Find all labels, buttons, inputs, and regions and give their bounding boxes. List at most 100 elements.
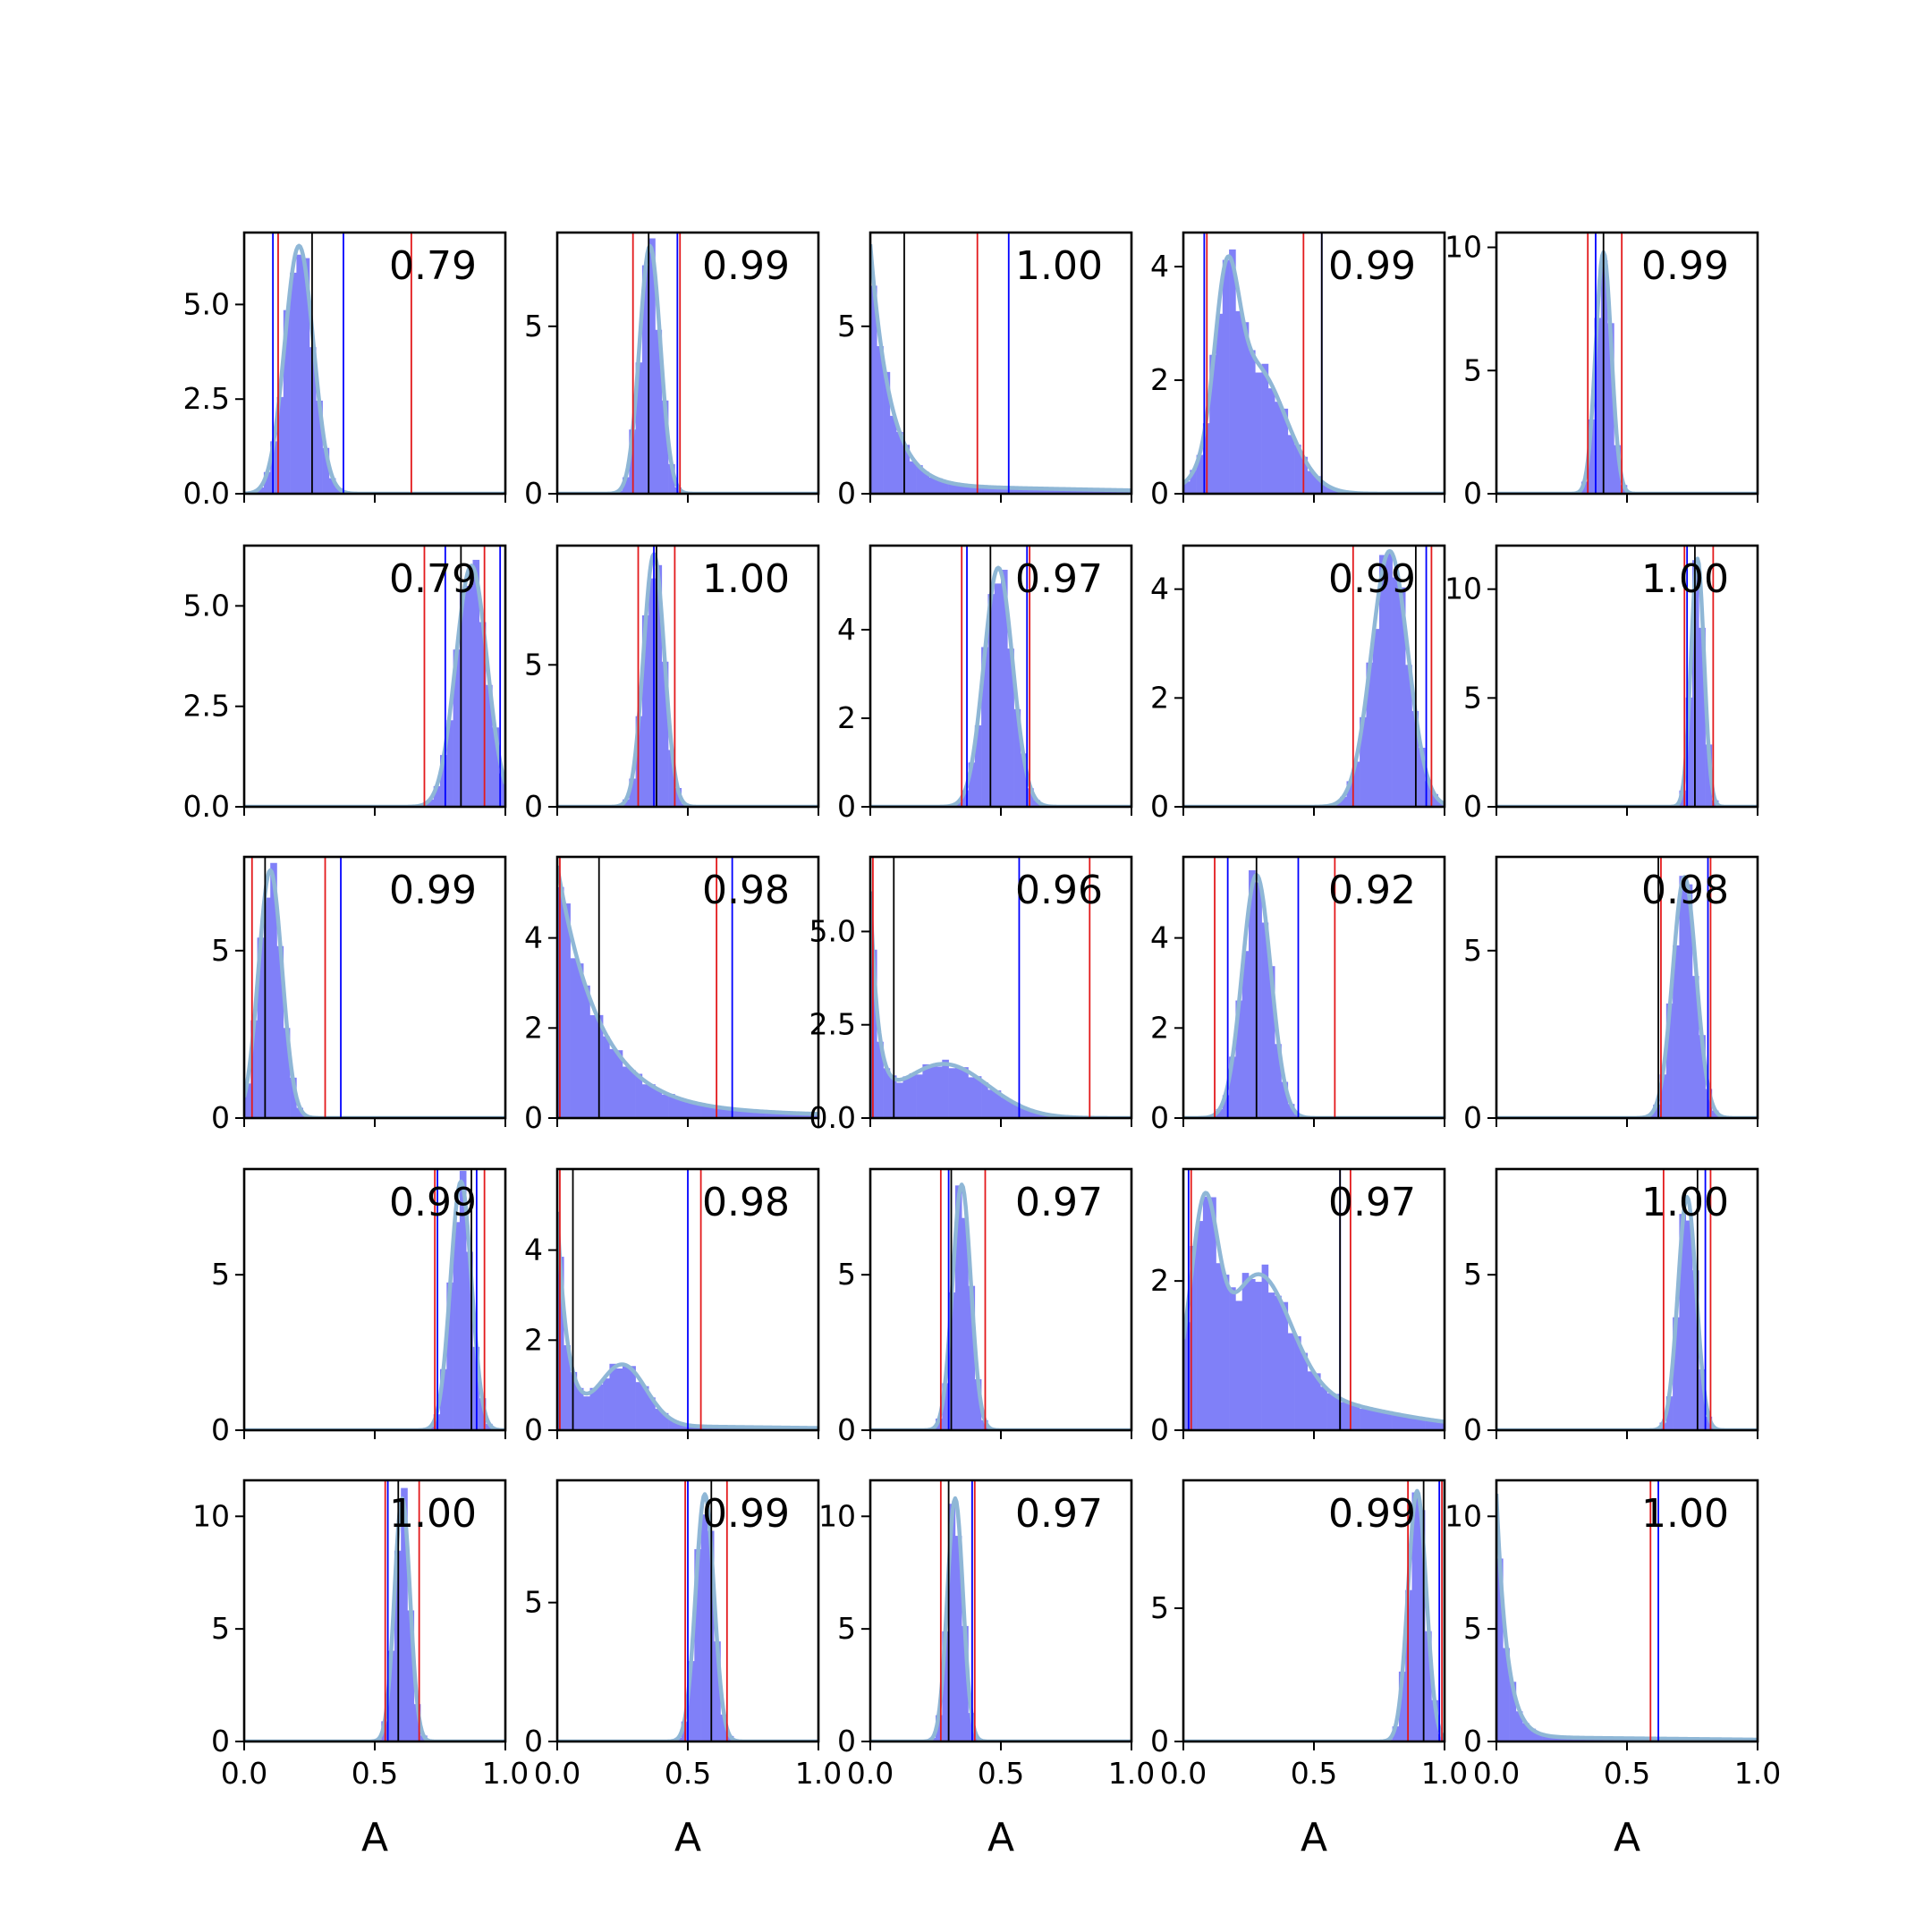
hist-bar [1249, 1278, 1256, 1430]
subplot-2-2: 051.00 [524, 544, 820, 824]
hist-bar [987, 487, 995, 494]
subplot-1-3: 051.00 [837, 231, 1133, 511]
y-tick-label: 0 [524, 789, 543, 824]
x-tick-label: 0.5 [1604, 1756, 1650, 1791]
hist-bar [1392, 1726, 1400, 1741]
hist-bar [942, 1383, 949, 1430]
hist-bar [1255, 1282, 1262, 1430]
y-tick-label: 4 [1150, 249, 1169, 284]
y-tick-label: 2 [524, 1010, 543, 1045]
hist-bar [1352, 761, 1360, 807]
kde-line [870, 243, 1131, 493]
subplot-4-1: 050.99 [211, 1167, 507, 1447]
y-tick-label: 5 [1463, 1611, 1482, 1646]
hist-bar [589, 1387, 597, 1430]
hist-bar [922, 471, 929, 494]
subplot-3-2: 0 2 4 0.98 [524, 855, 820, 1135]
hist-bar [674, 1098, 682, 1118]
hist-bar [1360, 716, 1367, 807]
kde-line [244, 868, 505, 1118]
hist-bar [909, 461, 917, 494]
subplot-4-3: 050.97 [837, 1167, 1133, 1447]
hist-bar [1007, 648, 1014, 807]
y-tick-label: 0 [211, 1412, 230, 1447]
hist-bar [1267, 966, 1275, 1118]
y-tick-label: 5 [1463, 352, 1482, 387]
hist-bar [870, 285, 877, 494]
hist-bar [603, 1378, 610, 1430]
y-tick-label: 0 [524, 1724, 543, 1758]
subplot-4-5: 051.00 [1463, 1167, 1759, 1447]
hist-bar [962, 1217, 969, 1430]
kde-line [244, 1179, 505, 1430]
hist-bar [1183, 481, 1191, 494]
hist-bar [629, 778, 636, 807]
hist-bar [466, 1251, 473, 1430]
kde-line [557, 865, 818, 1116]
hist-bar [1411, 1418, 1419, 1430]
plot-area [557, 1480, 818, 1741]
score-label: 0.99 [1328, 243, 1416, 289]
hist-bar [596, 1384, 604, 1430]
hist-bar [296, 254, 303, 494]
plot-area [557, 1169, 818, 1430]
plot-area [1496, 857, 1758, 1118]
hist-bar [681, 1100, 689, 1118]
y-tick-label: 0 [524, 476, 543, 511]
y-tick-label: 4 [1150, 920, 1169, 955]
hist-bar [1216, 1263, 1224, 1430]
x-tick-label: 1.0 [795, 1756, 842, 1791]
hist-bar [1190, 1245, 1197, 1430]
hist-bar [1255, 372, 1262, 494]
hist-bar [968, 486, 976, 494]
x-tick-label: 0.0 [1473, 1756, 1520, 1791]
y-tick-label: 0 [1150, 1724, 1169, 1758]
y-tick-label: 10 [1445, 1498, 1482, 1533]
hist-bar [1679, 790, 1686, 807]
y-tick-label: 5 [211, 1611, 230, 1646]
hist-bar [681, 1424, 689, 1430]
hist-bar [1235, 1000, 1242, 1118]
y-tick-label: 2 [1150, 1263, 1169, 1298]
y-tick-label: 0.0 [809, 1100, 856, 1135]
y-tick-label: 0 [837, 1412, 856, 1447]
hist-bar [968, 762, 976, 807]
hist-bar [1372, 629, 1380, 807]
hist-bar [1222, 1275, 1230, 1430]
hist-bar [779, 1112, 786, 1118]
y-tick-label: 0 [1150, 1412, 1169, 1447]
kde-line [1496, 250, 1758, 494]
y-tick-label: 5.0 [183, 286, 230, 321]
subplot-2-5: 0 5 10 1.00 [1445, 544, 1759, 824]
hist-bar [1418, 1510, 1426, 1741]
hist-bar [1665, 1003, 1674, 1118]
hist-bar [1275, 1044, 1282, 1118]
hist-bar [1379, 1412, 1386, 1430]
y-tick-label: 10 [818, 1498, 856, 1533]
hist-bar [570, 958, 578, 1118]
hist-bar [641, 1385, 649, 1430]
plot-area [557, 857, 818, 1118]
hist-bar [1013, 708, 1021, 807]
subplot-3-3: 0.0 2.5 5.0 0.96 [809, 855, 1133, 1135]
x-axis-label: A [361, 1815, 388, 1860]
hist-bar [623, 477, 630, 494]
score-label: 1.00 [389, 1491, 477, 1537]
hist-bar [981, 487, 988, 494]
hist-bar [603, 1036, 610, 1118]
hist-bar [942, 481, 949, 494]
hist-bar [1202, 1196, 1210, 1430]
plot-area [1496, 546, 1758, 807]
subplot-2-1: 0.0 2.5 5.0 0.79 [183, 544, 507, 824]
hist-bar [1385, 553, 1393, 807]
y-tick-label: 0.0 [183, 789, 230, 824]
hist-bar [707, 1105, 715, 1118]
score-label: 0.99 [1328, 1491, 1416, 1537]
hist-bar [1229, 1056, 1236, 1118]
score-label: 0.92 [1328, 868, 1416, 913]
hist-bar [896, 1082, 903, 1118]
score-label: 0.96 [1015, 868, 1103, 913]
plot-area [244, 1169, 505, 1430]
hist-bar [387, 1650, 395, 1741]
score-label: 0.98 [1641, 868, 1729, 913]
